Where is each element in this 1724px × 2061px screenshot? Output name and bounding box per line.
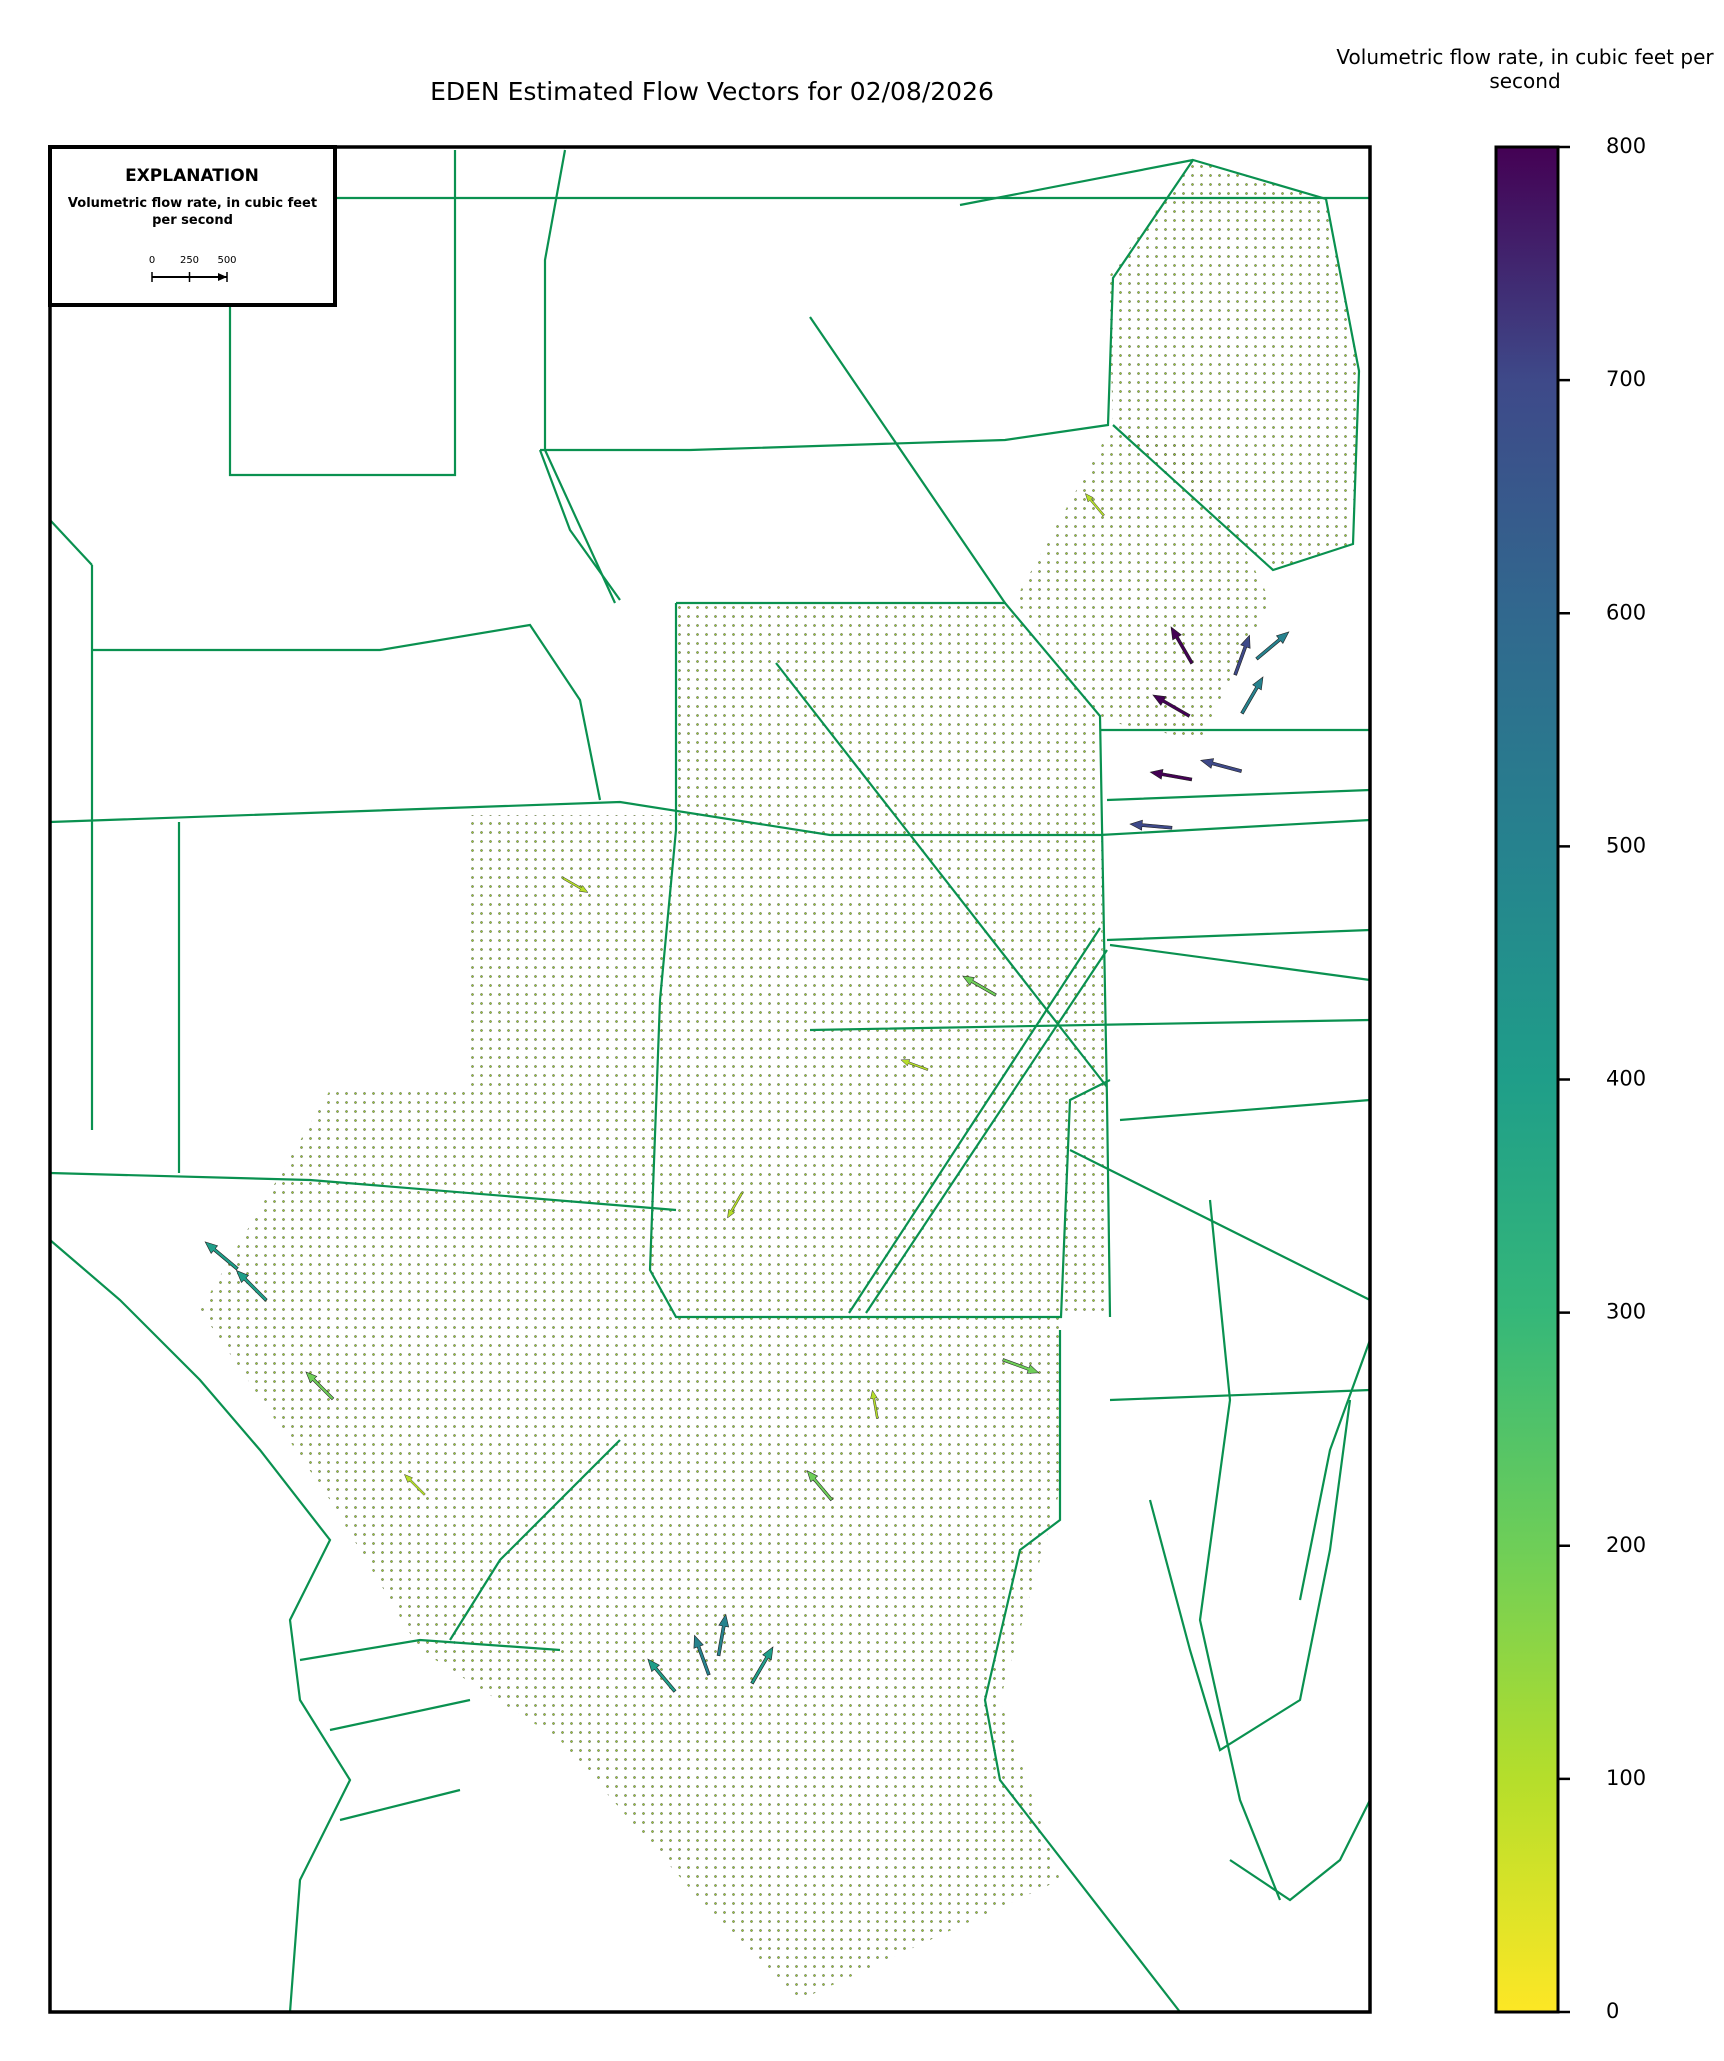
- explanation-box: [48, 145, 337, 307]
- colorbar-label-box: Volumetric flow rate, in cubic feet per …: [1336, 45, 1714, 93]
- colorbar-tick-label: 800: [1606, 134, 1646, 158]
- scale-arrow: 0 250 500: [149, 255, 237, 282]
- explanation-label-box: Volumetric flow rate, in cubic feet per …: [67, 196, 318, 228]
- colorbar-tick-label: 500: [1606, 833, 1646, 857]
- map-frame: [48, 145, 1372, 2014]
- grid-area: [200, 815, 1060, 2000]
- explanation-heading: EXPLANATION: [125, 166, 259, 186]
- explanation-label: Volumetric flow rate, in cubic feet per …: [67, 196, 318, 228]
- colorbar-tick-label: 200: [1606, 1533, 1646, 1557]
- explanation: EXPLANATION Volumetric flow rate, in cub…: [48, 145, 337, 307]
- colorbar: Volumetric flow rate, in cubic feet per …: [1336, 45, 1714, 2023]
- grid-area: [1015, 430, 1270, 740]
- grid-area: [676, 603, 1107, 1317]
- map: [49, 149, 1372, 2013]
- scale-tick-label: 250: [180, 255, 199, 266]
- scale-tick-label: 500: [217, 255, 236, 266]
- colorbar-tick-label: 0: [1606, 1999, 1619, 2023]
- colorbar-ramp: [1494, 145, 1560, 2014]
- colorbar-tick-label: 300: [1606, 1300, 1646, 1324]
- colorbar-label: Volumetric flow rate, in cubic feet per …: [1336, 45, 1714, 93]
- title: EDEN Estimated Flow Vectors for 02/08/20…: [430, 77, 994, 106]
- colorbar-tick-label: 700: [1606, 367, 1646, 391]
- colorbar-tick-label: 400: [1606, 1067, 1646, 1091]
- colorbar-tick-label: 600: [1606, 600, 1646, 624]
- scale-tick-label: 0: [149, 255, 155, 266]
- colorbar-tick-label: 100: [1606, 1766, 1646, 1790]
- scale-head: [218, 273, 227, 281]
